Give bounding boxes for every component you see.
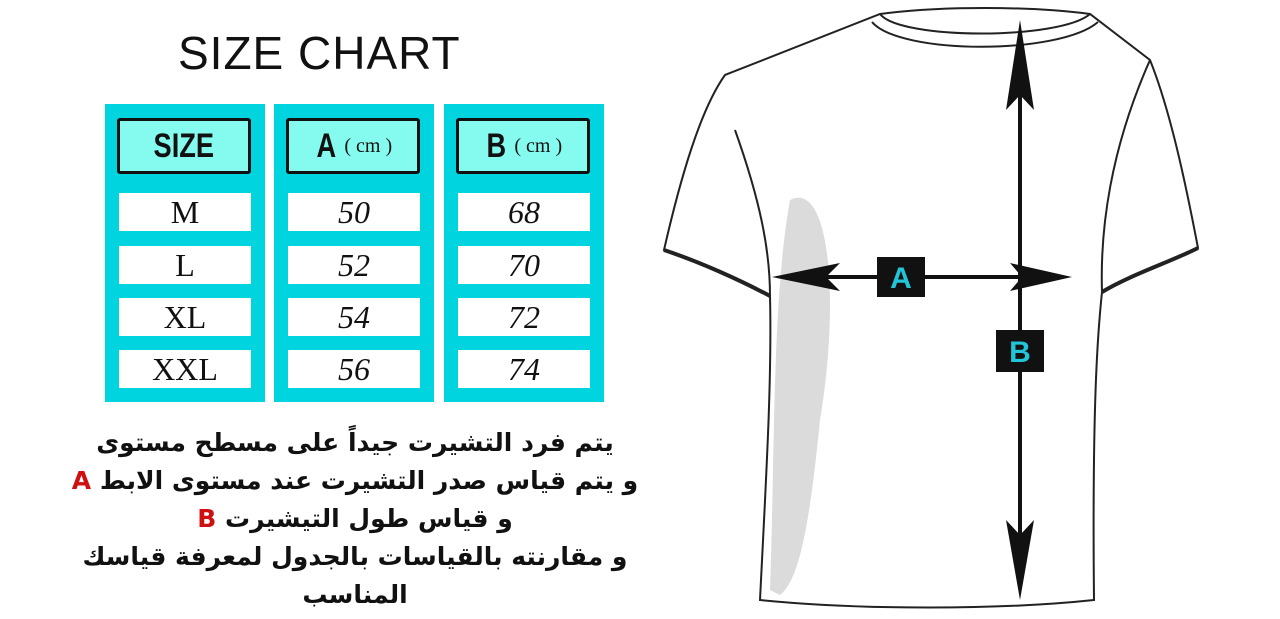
a-cell: 56 xyxy=(288,350,420,388)
length-arrow-icon xyxy=(1006,20,1034,600)
size-chart-title: SIZE CHART xyxy=(178,27,461,79)
note-line: يتم فرد التشيرت جيداً على مسطح مستوى xyxy=(30,424,680,462)
label-b-box xyxy=(996,330,1044,372)
note-text: يتم فرد التشيرت جيداً على مسطح مستوى xyxy=(96,428,614,457)
note-line: و يتم قياس صدر التشيرت عند مستوى الابط A xyxy=(30,462,680,500)
a-column: A ( cm ) 50 52 54 56 xyxy=(274,104,434,402)
label-b: B xyxy=(1009,336,1031,369)
note-line: و قياس طول التيشيرت B xyxy=(30,500,680,538)
measuring-instructions: يتم فرد التشيرت جيداً على مسطح مستوى و ي… xyxy=(30,424,680,614)
label-a: A xyxy=(890,262,912,295)
size-cell: XL xyxy=(119,298,251,336)
b-column: B ( cm ) 68 70 72 74 xyxy=(444,104,604,402)
note-text: و قياس طول التيشيرت xyxy=(225,504,513,533)
b-header-unit: ( cm ) xyxy=(514,134,563,157)
size-header-label: SIZE xyxy=(153,126,215,165)
note-line: و مقارنته بالقياسات بالجدول لمعرفة قياسك… xyxy=(30,538,680,614)
size-cell: M xyxy=(119,193,251,231)
a-cell: 52 xyxy=(288,246,420,284)
note-marker: A xyxy=(71,466,92,495)
a-cell: 50 xyxy=(288,193,420,231)
b-cell: 68 xyxy=(458,193,590,231)
a-header-unit: ( cm ) xyxy=(344,134,393,157)
b-header: B ( cm ) xyxy=(456,118,590,174)
b-cell: 72 xyxy=(458,298,590,336)
size-cell: XXL xyxy=(119,350,251,388)
label-a-box xyxy=(877,257,925,297)
tshirt-outline-icon xyxy=(662,7,1200,609)
note-text: و مقارنته بالقياسات بالجدول لمعرفة قياسك… xyxy=(82,542,628,609)
b-header-label: B xyxy=(486,126,506,165)
b-cell: 70 xyxy=(458,246,590,284)
note-text: و يتم قياس صدر التشيرت عند مستوى الابط xyxy=(99,466,639,495)
size-column: SIZE M L XL XXL xyxy=(105,104,265,402)
a-cell: 54 xyxy=(288,298,420,336)
size-header: SIZE xyxy=(117,118,251,174)
note-marker: B xyxy=(197,504,217,533)
a-header: A ( cm ) xyxy=(286,118,420,174)
b-cell: 74 xyxy=(458,350,590,388)
size-cell: L xyxy=(119,246,251,284)
shirt-shadow xyxy=(770,197,830,596)
a-header-label: A xyxy=(316,126,336,165)
